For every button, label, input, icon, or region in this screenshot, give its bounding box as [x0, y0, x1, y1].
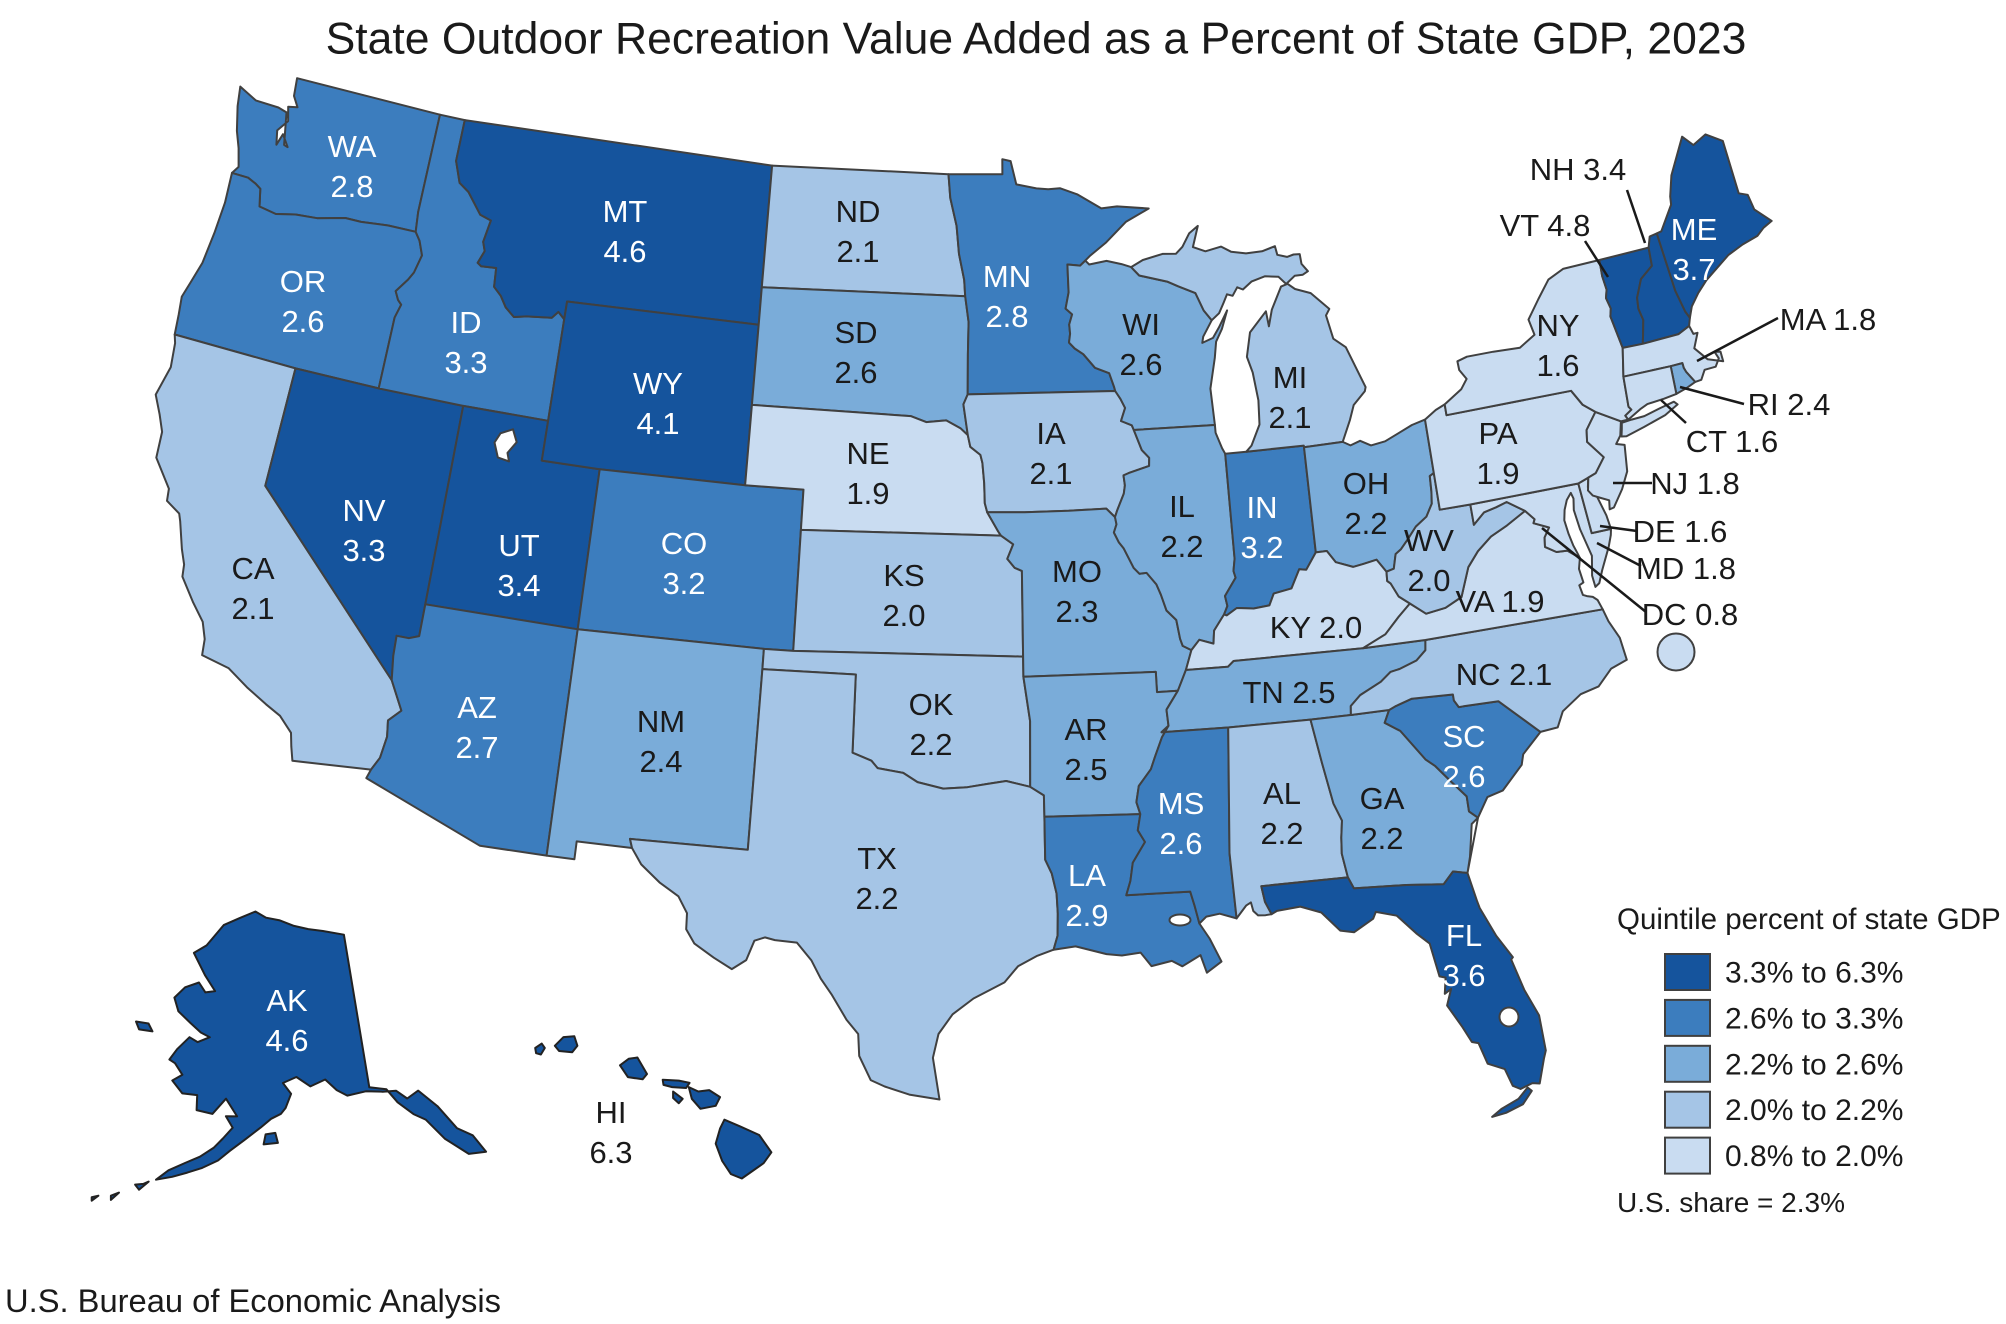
svg-text:2.4: 2.4	[639, 744, 682, 779]
svg-text:2.6: 2.6	[1442, 759, 1485, 794]
svg-text:AL: AL	[1263, 776, 1301, 811]
svg-text:SD: SD	[834, 315, 877, 350]
svg-text:3.3: 3.3	[342, 533, 385, 568]
svg-text:2.8: 2.8	[985, 299, 1028, 334]
svg-text:AK: AK	[266, 983, 308, 1018]
svg-text:WV: WV	[1404, 523, 1454, 558]
svg-text:CA: CA	[231, 551, 274, 586]
svg-text:LA: LA	[1068, 858, 1106, 893]
svg-text:WA: WA	[328, 129, 377, 164]
svg-text:MT: MT	[603, 194, 648, 229]
svg-text:2.1: 2.1	[836, 234, 879, 269]
svg-text:AR: AR	[1064, 712, 1107, 747]
svg-text:NY: NY	[1536, 308, 1579, 343]
svg-text:Quintile percent of state GDP: Quintile percent of state GDP	[1617, 903, 2001, 936]
svg-text:2.2: 2.2	[855, 881, 898, 916]
svg-text:VA 1.9: VA 1.9	[1455, 584, 1544, 619]
svg-text:NJ 1.8: NJ 1.8	[1650, 466, 1740, 501]
svg-text:2.1: 2.1	[231, 591, 274, 626]
svg-text:2.1: 2.1	[1268, 400, 1311, 435]
svg-text:1.6: 1.6	[1536, 348, 1579, 383]
svg-text:MO: MO	[1052, 554, 1102, 589]
svg-text:2.2: 2.2	[1360, 821, 1403, 856]
svg-text:U.S. Bureau of Economic Analys: U.S. Bureau of Economic Analysis	[5, 1282, 501, 1319]
svg-text:UT: UT	[498, 528, 539, 563]
svg-text:3.2: 3.2	[1240, 530, 1283, 565]
svg-text:OK: OK	[909, 687, 954, 722]
svg-text:3.2: 3.2	[662, 566, 705, 601]
svg-text:3.7: 3.7	[1672, 252, 1715, 287]
svg-text:2.0: 2.0	[882, 598, 925, 633]
svg-text:2.6% to 3.3%: 2.6% to 3.3%	[1725, 1002, 1903, 1035]
svg-text:ID: ID	[451, 305, 482, 340]
svg-text:TX: TX	[857, 841, 897, 876]
svg-text:2.3: 2.3	[1055, 594, 1098, 629]
svg-text:2.2% to 2.6%: 2.2% to 2.6%	[1725, 1048, 1903, 1081]
svg-text:NM: NM	[637, 704, 685, 739]
svg-text:2.6: 2.6	[1119, 347, 1162, 382]
svg-text:2.2: 2.2	[1260, 816, 1303, 851]
svg-text:2.0% to 2.2%: 2.0% to 2.2%	[1725, 1094, 1903, 1127]
svg-text:2.6: 2.6	[281, 304, 324, 339]
svg-text:2.5: 2.5	[1064, 752, 1107, 787]
svg-text:3.3% to 6.3%: 3.3% to 6.3%	[1725, 957, 1903, 990]
svg-text:MI: MI	[1273, 360, 1307, 395]
svg-text:OR: OR	[280, 264, 327, 299]
svg-text:3.6: 3.6	[1442, 958, 1485, 993]
svg-text:DC 0.8: DC 0.8	[1642, 597, 1738, 632]
svg-text:RI 2.4: RI 2.4	[1748, 387, 1831, 422]
svg-text:2.2: 2.2	[909, 727, 952, 762]
svg-text:0.8% to 2.0%: 0.8% to 2.0%	[1725, 1140, 1903, 1173]
svg-text:2.2: 2.2	[1344, 506, 1387, 541]
svg-text:6.3: 6.3	[589, 1135, 632, 1170]
svg-text:HI: HI	[596, 1095, 627, 1130]
svg-text:NH 3.4: NH 3.4	[1530, 152, 1626, 187]
svg-text:MN: MN	[983, 259, 1031, 294]
svg-text:MS: MS	[1158, 786, 1205, 821]
svg-text:4.6: 4.6	[603, 234, 646, 269]
svg-text:2.6: 2.6	[1159, 826, 1202, 861]
svg-text:WY: WY	[633, 366, 683, 401]
svg-text:DE 1.6: DE 1.6	[1633, 514, 1728, 549]
svg-text:NE: NE	[846, 436, 889, 471]
svg-text:PA: PA	[1478, 416, 1517, 451]
svg-text:2.2: 2.2	[1160, 529, 1203, 564]
svg-text:2.8: 2.8	[330, 169, 373, 204]
svg-text:MA 1.8: MA 1.8	[1780, 302, 1877, 337]
svg-text:KS: KS	[883, 558, 924, 593]
svg-text:NV: NV	[342, 493, 385, 528]
svg-text:NC 2.1: NC 2.1	[1456, 657, 1552, 692]
svg-text:SC: SC	[1442, 719, 1485, 754]
svg-text:KY 2.0: KY 2.0	[1270, 610, 1363, 645]
svg-text:4.1: 4.1	[636, 406, 679, 441]
svg-text:TN 2.5: TN 2.5	[1242, 675, 1335, 710]
svg-text:3.3: 3.3	[444, 345, 487, 380]
svg-text:U.S. share = 2.3%: U.S. share = 2.3%	[1617, 1187, 1845, 1218]
svg-text:OH: OH	[1343, 466, 1390, 501]
svg-text:VT 4.8: VT 4.8	[1500, 208, 1591, 243]
svg-text:1.9: 1.9	[1476, 456, 1519, 491]
svg-text:2.9: 2.9	[1065, 898, 1108, 933]
svg-text:2.7: 2.7	[455, 730, 498, 765]
svg-text:2.1: 2.1	[1029, 456, 1072, 491]
svg-text:1.9: 1.9	[846, 476, 889, 511]
svg-text:IN: IN	[1247, 490, 1278, 525]
svg-text:4.6: 4.6	[265, 1023, 308, 1058]
svg-text:AZ: AZ	[457, 690, 497, 725]
svg-text:IA: IA	[1036, 416, 1066, 451]
svg-text:CT 1.6: CT 1.6	[1686, 424, 1778, 459]
svg-text:WI: WI	[1122, 307, 1160, 342]
svg-text:3.4: 3.4	[497, 568, 540, 603]
svg-text:2.0: 2.0	[1407, 563, 1450, 598]
svg-text:MD 1.8: MD 1.8	[1636, 551, 1736, 586]
svg-text:ME: ME	[1671, 212, 1718, 247]
svg-text:IL: IL	[1169, 489, 1195, 524]
svg-text:FL: FL	[1446, 918, 1482, 953]
svg-text:State Outdoor Recreation Value: State Outdoor Recreation Value Added as …	[326, 15, 1747, 64]
svg-text:CO: CO	[661, 526, 708, 561]
svg-text:2.6: 2.6	[834, 355, 877, 390]
svg-text:ND: ND	[836, 194, 881, 229]
svg-text:GA: GA	[1360, 781, 1405, 816]
